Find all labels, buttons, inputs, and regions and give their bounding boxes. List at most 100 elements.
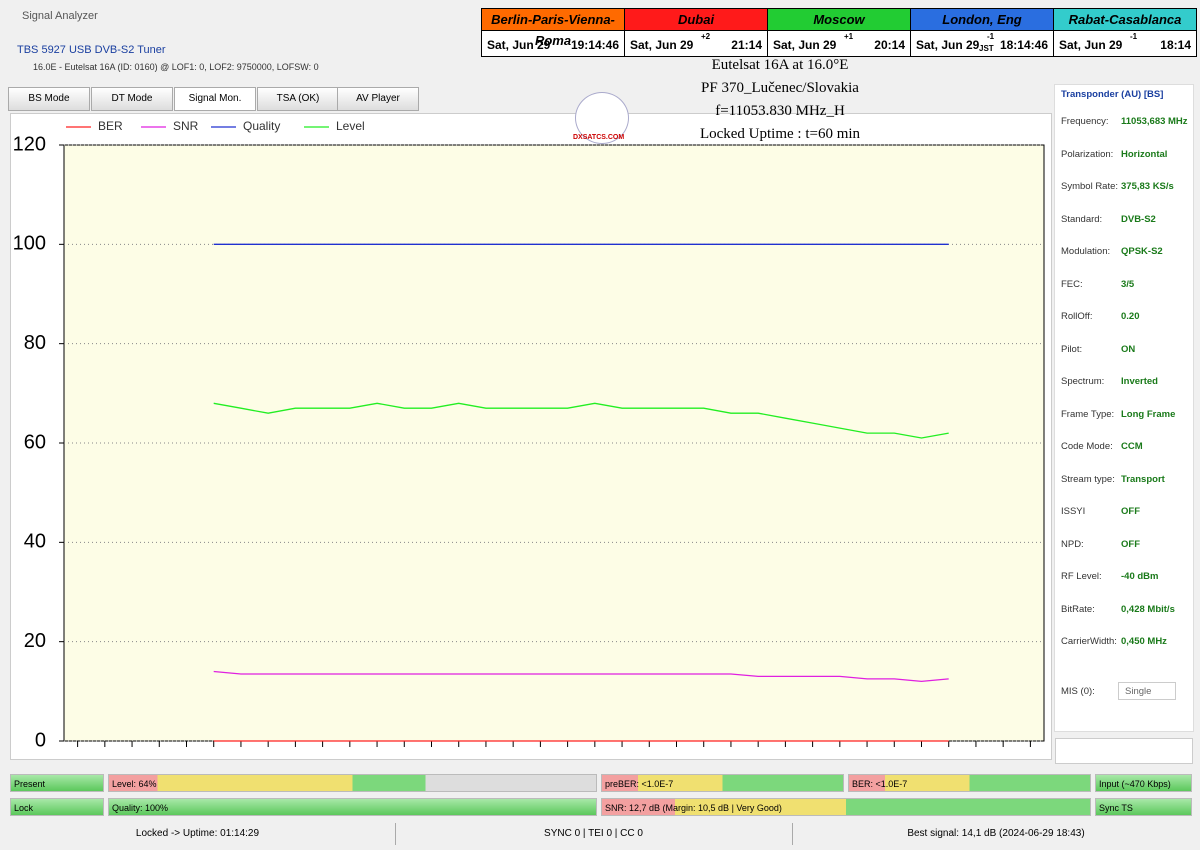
clock-time: 19:14:46 (570, 38, 619, 52)
footer-cell: Best signal: 14,1 dB (2024-06-29 18:43) (792, 823, 1200, 845)
y-tick-label: 40 (24, 531, 46, 553)
field-label: BitRate: (1061, 603, 1095, 615)
status-bar: Lock (10, 798, 104, 816)
chart: 0 20 40 60 80 100 120 BER SNR Quality Level (13, 119, 1045, 751)
clock-offset: -1 (987, 32, 995, 41)
status-bar: Sync TS (1095, 798, 1192, 816)
transponder-title: Transponder (AU) [BS] (1061, 89, 1164, 100)
window-title: Signal Analyzer (22, 10, 98, 22)
field-label: Frame Type: (1061, 408, 1115, 420)
legend-label: SNR (173, 119, 199, 133)
field-label: NPD: (1061, 538, 1084, 550)
field-label: Polarization: (1061, 148, 1114, 160)
plot-area (63, 144, 1045, 742)
series-line (213, 402, 949, 439)
field-value: Long Frame (1121, 408, 1176, 420)
status-bar: BER: <1.0E-7 (848, 774, 1091, 792)
clock-date: Sat, Jun 29 (773, 38, 837, 52)
status-bar: Quality: 100% (108, 798, 597, 816)
clock-city: Dubai (625, 9, 767, 31)
field-value: Transport (1121, 473, 1165, 485)
tab[interactable]: TSA (OK) (257, 87, 339, 111)
status-bar: Level: 64% (108, 774, 597, 792)
field-label: Spectrum: (1061, 376, 1105, 387)
chart-panel: 0 20 40 60 80 100 120 BER SNR Quality Level (10, 113, 1052, 760)
field-value: -40 dBm (1121, 571, 1159, 582)
y-tick-label: 0 (35, 729, 46, 751)
field-label: CarrierWidth: (1061, 636, 1117, 647)
field-label: RF Level: (1061, 571, 1102, 582)
status-bar: Input (~470 Kbps) (1095, 774, 1192, 792)
overlay-line: f=11053.830 MHz_H (715, 103, 845, 119)
field-label: Pilot: (1061, 343, 1083, 355)
tab[interactable]: Signal Mon. (174, 87, 256, 111)
clock-offset: +1 (844, 32, 854, 41)
field-value: QPSK-S2 (1121, 246, 1163, 257)
field-value: 0.20 (1121, 311, 1140, 322)
logo-icon (575, 92, 629, 144)
clock-date: Sat, Jun 29 (487, 38, 551, 52)
y-tick-label: 100 (13, 233, 46, 255)
clock-city: Rabat-Casablanca (1054, 9, 1196, 31)
clock-date: Sat, Jun 29 (916, 38, 980, 52)
clock: London, Eng Sat, Jun 29 -1 JST 18:14:46 (910, 8, 1054, 57)
field-label: Code Mode: (1061, 441, 1113, 452)
field-value: ON (1121, 343, 1136, 355)
field-value: DVB-S2 (1121, 213, 1156, 225)
field-value: 0,450 MHz (1121, 636, 1167, 647)
field-label: Stream type: (1061, 473, 1115, 485)
y-tick-label: 60 (24, 431, 46, 453)
mis-select[interactable]: Single (1118, 682, 1176, 700)
field-label: Symbol Rate: (1061, 181, 1119, 192)
logo-text: DXSATCS.COM (573, 134, 625, 141)
mis-label: MIS (0): (1061, 686, 1095, 697)
field-value: 11053,683 MHz (1121, 116, 1188, 127)
clock-city: Berlin-Paris-Vienna-Roma (482, 9, 624, 48)
clock: Berlin-Paris-Vienna-Roma Sat, Jun 29 19:14… (481, 8, 625, 57)
tab[interactable]: DT Mode (91, 87, 173, 111)
field-value: 3/5 (1121, 278, 1135, 290)
tuner-info: 16.0E - Eutelsat 16A (ID: 0160) @ LOF1: … (33, 62, 319, 72)
clock: Rabat-Casablanca Sat, Jun 29 -1 18:14 (1053, 8, 1197, 57)
y-tick-label: 120 (13, 133, 46, 155)
field-label: RollOff: (1061, 311, 1093, 322)
series-line (213, 670, 949, 683)
status-bar: SNR: 12,7 dB (Margin: 10,5 dB | Very Goo… (601, 798, 1091, 816)
field-value: 375,83 KS/s (1121, 181, 1174, 192)
y-tick-label: 80 (24, 332, 46, 354)
clock-time: 21:14 (731, 38, 762, 52)
overlay-line: Locked Uptime : t=60 min (699, 126, 861, 142)
status-bar: Present (10, 774, 104, 792)
tuner-name: TBS 5927 USB DVB-S2 Tuner (17, 44, 166, 56)
clock-offset: -1 (1130, 32, 1138, 41)
field-value: OFF (1121, 506, 1140, 517)
legend-label: Quality (243, 119, 280, 133)
field-label: Standard: (1061, 213, 1103, 225)
field-value: CCM (1121, 441, 1143, 452)
overlay-line: PF 370_Lučenec/Slovakia (701, 80, 859, 96)
legend-label: BER (98, 119, 123, 133)
panel-button[interactable] (1055, 738, 1193, 764)
legend-label: Level (336, 119, 365, 133)
footer-cell: SYNC 0 | TEI 0 | CC 0 (395, 823, 793, 845)
clock-zone: JST (979, 44, 994, 53)
tab[interactable]: AV Player (337, 87, 419, 111)
field-label: ISSYI (1061, 506, 1086, 517)
clock-time: 18:14 (1160, 38, 1191, 52)
clock: Moscow Sat, Jun 29 +1 20:14 (767, 8, 911, 57)
clock-city: Moscow (768, 9, 910, 31)
field-label: FEC: (1061, 278, 1083, 290)
y-tick-label: 20 (24, 630, 46, 652)
field-value: 0,428 Mbit/s (1121, 603, 1175, 615)
footer-cell: Locked -> Uptime: 01:14:29 (0, 823, 396, 845)
clock-time: 20:14 (874, 38, 905, 52)
field-label: Modulation: (1061, 246, 1111, 257)
field-value: Horizontal (1121, 148, 1168, 160)
clock: Dubai Sat, Jun 29 +2 21:14 (624, 8, 768, 57)
field-value: Inverted (1121, 376, 1158, 387)
clock-city: London, Eng (911, 9, 1053, 31)
clock-date: Sat, Jun 29 (1059, 38, 1123, 52)
tab[interactable]: BS Mode (8, 87, 90, 111)
clock-date: Sat, Jun 29 (630, 38, 694, 52)
